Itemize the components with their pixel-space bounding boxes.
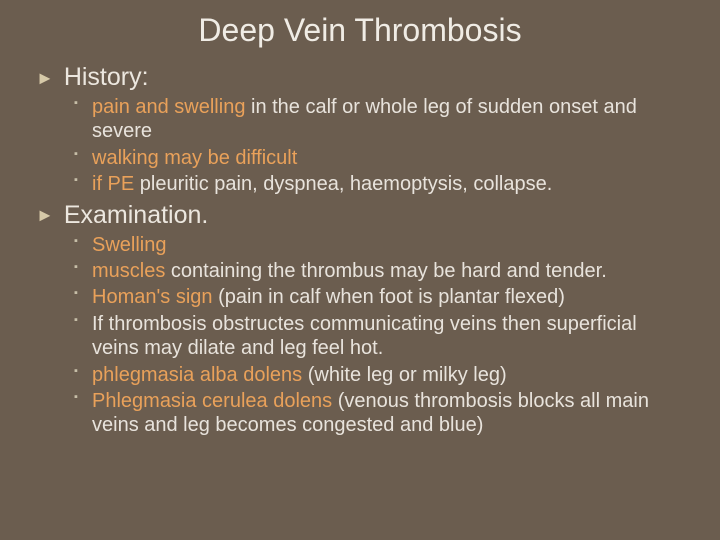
body-text: pleuritic pain, dyspnea, haemoptysis, co… [134, 173, 552, 195]
body-text: (white leg or milky leg) [302, 364, 507, 386]
list-item: Homan's sign (pain in calf when foot is … [92, 285, 690, 309]
section-label: History: [64, 63, 149, 92]
list-item: walking may be difficult [92, 146, 690, 170]
body-text: If thrombosis obstructes communicating v… [92, 313, 637, 359]
highlight-text: Phlegmasia cerulea dolens [92, 390, 332, 412]
list-item: pain and swelling in the calf or whole l… [92, 95, 690, 144]
body-text: (pain in calf when foot is plantar flexe… [213, 286, 565, 308]
arrow-icon: ► [36, 69, 54, 87]
highlight-text: walking may be difficult [92, 147, 297, 169]
highlight-text: muscles [92, 260, 165, 282]
highlight-text: if PE [92, 173, 134, 195]
list-item: phlegmasia alba dolens (white leg or mil… [92, 363, 690, 387]
sub-list: pain and swelling in the calf or whole l… [30, 95, 690, 197]
section-header: ► History: [30, 63, 690, 92]
section-header: ► Examination. [30, 201, 690, 230]
list-item: if PE pleuritic pain, dyspnea, haemoptys… [92, 172, 690, 196]
slide-title: Deep Vein Thrombosis [30, 12, 690, 49]
highlight-text: Swelling [92, 234, 166, 256]
arrow-icon: ► [36, 206, 54, 224]
section-label: Examination. [64, 201, 209, 230]
highlight-text: Homan's sign [92, 286, 213, 308]
list-item: muscles containing the thrombus may be h… [92, 259, 690, 283]
section: ► Examination. Swelling muscles containing … [30, 201, 690, 438]
section: ► History: pain and swelling in the calf o… [30, 63, 690, 197]
list-item: Swelling [92, 233, 690, 257]
list-item: If thrombosis obstructes communicating v… [92, 312, 690, 361]
list-item: Phlegmasia cerulea dolens (venous thromb… [92, 389, 690, 438]
outline-list: ► History: pain and swelling in the calf o… [30, 63, 690, 438]
body-text: containing the thrombus may be hard and … [165, 260, 606, 282]
sub-list: Swelling muscles containing the thrombus … [30, 233, 690, 438]
highlight-text: pain and swelling [92, 96, 245, 118]
highlight-text: phlegmasia alba dolens [92, 364, 302, 386]
